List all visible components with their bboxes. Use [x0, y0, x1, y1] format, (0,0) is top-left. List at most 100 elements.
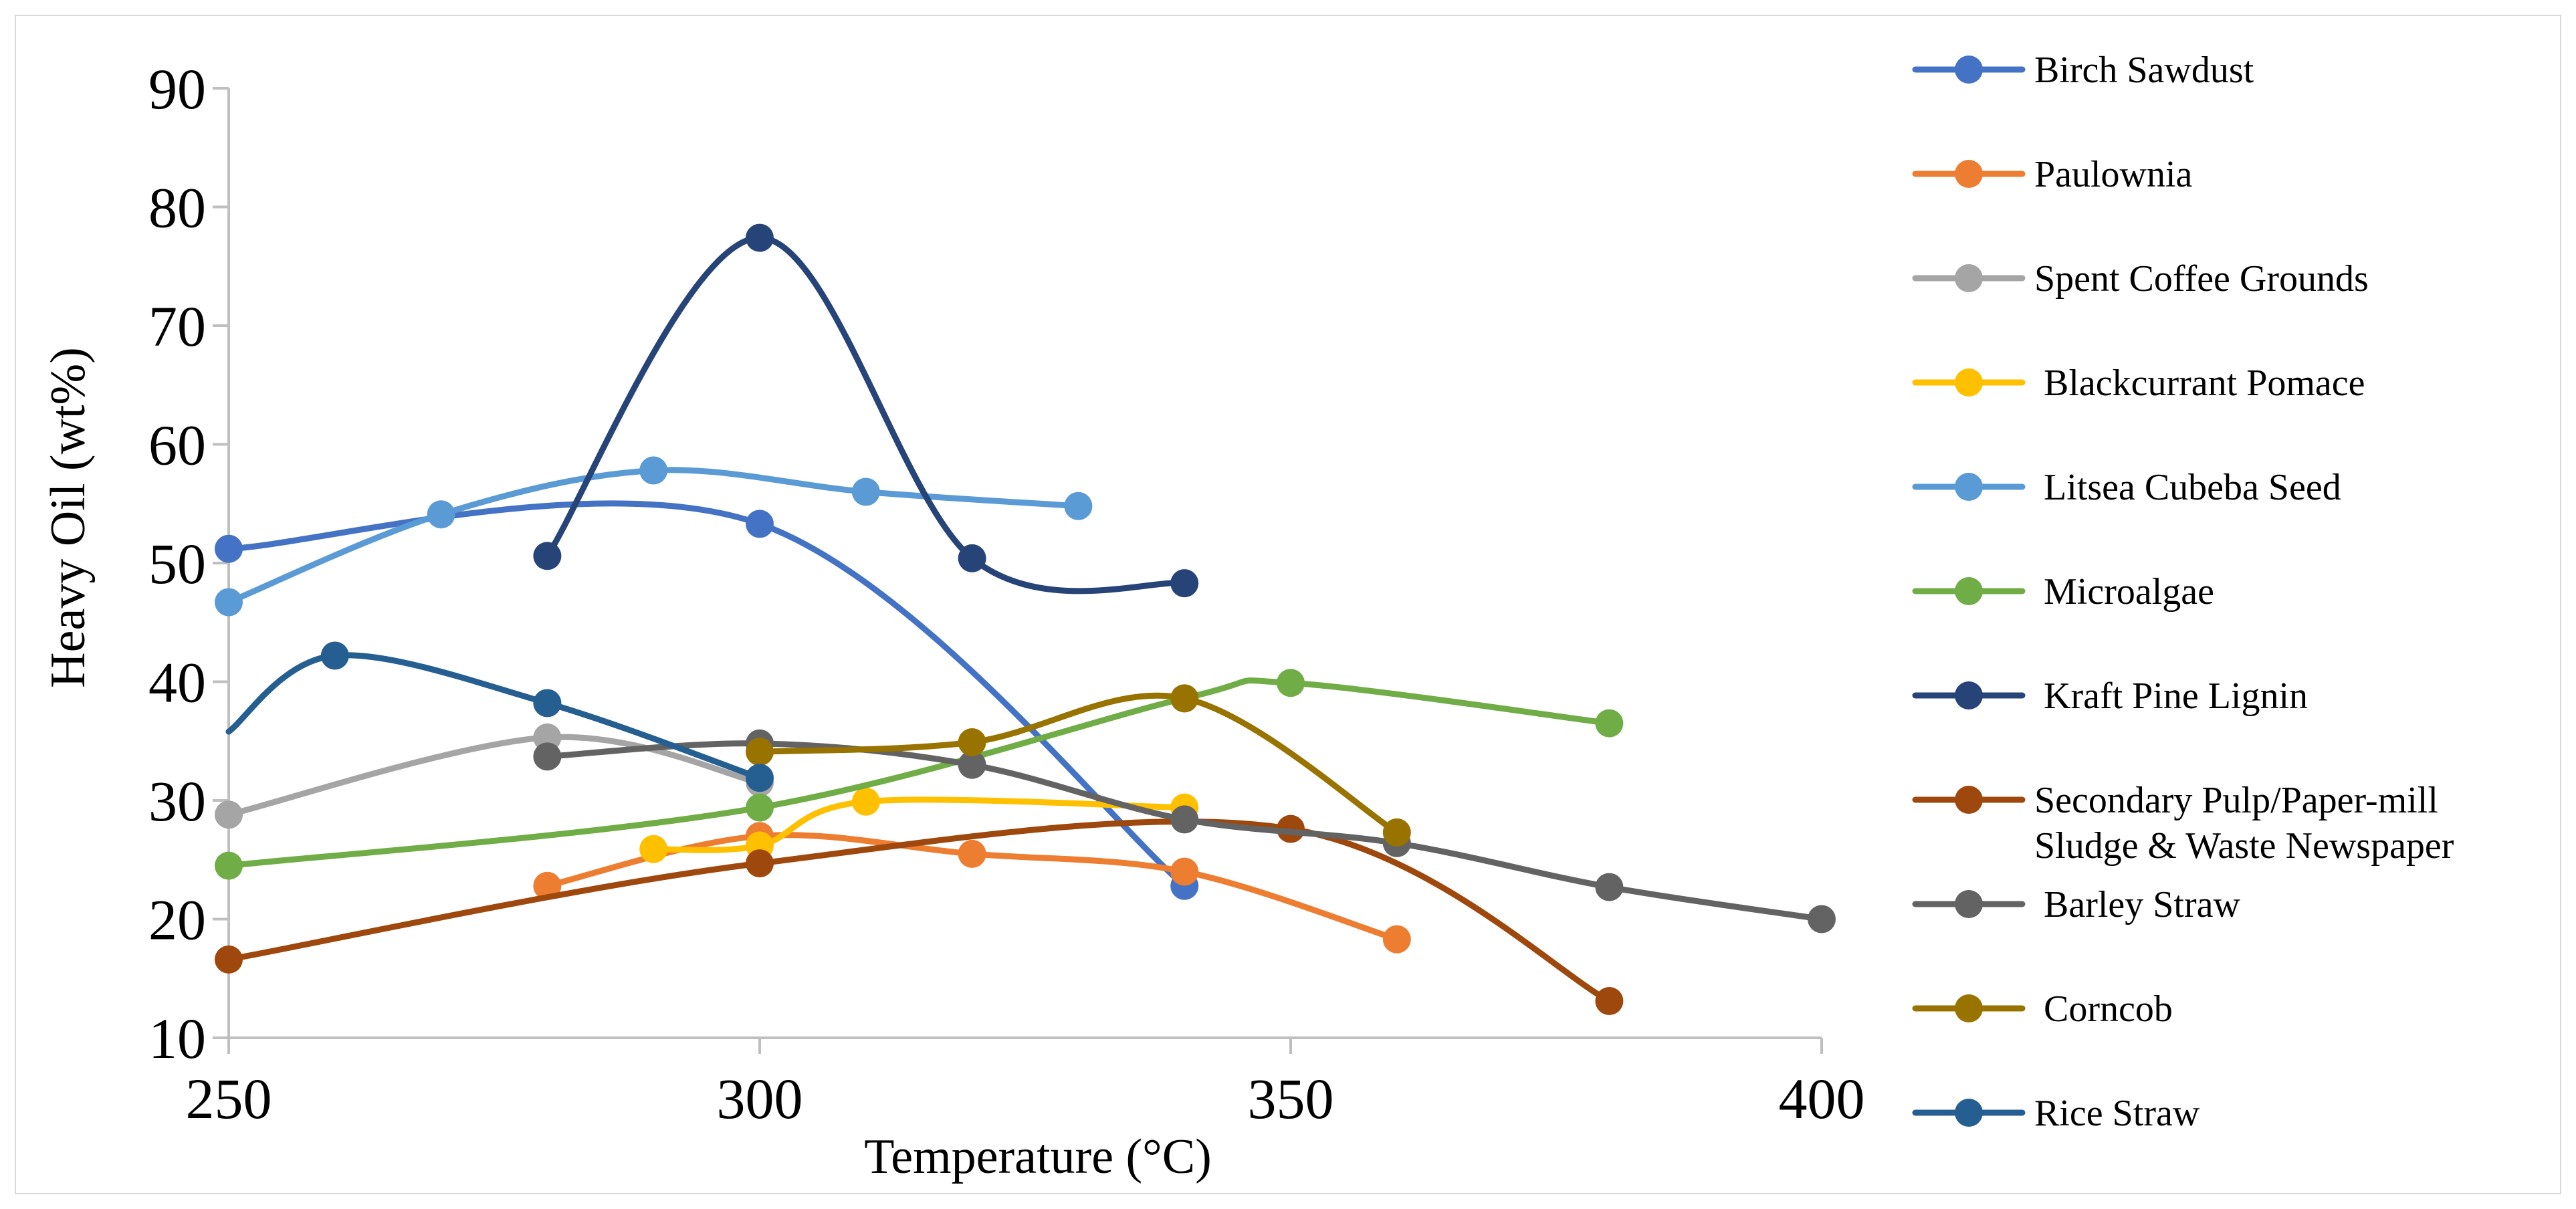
x-axis-title: Temperature (°C)	[864, 1129, 1212, 1184]
series-barley-straw	[533, 729, 1836, 933]
data-point	[1277, 814, 1305, 843]
chart-frame: 10 20 30 40 50 60 70 80 90 250 300 350 400 Birch Saw…	[15, 15, 2561, 1194]
data-point	[958, 728, 986, 757]
series-line	[225, 652, 763, 781]
data-point	[958, 839, 986, 868]
data-point	[215, 534, 243, 563]
legend-label: Corncob	[2034, 988, 2173, 1030]
series-line	[650, 796, 1188, 853]
data-point	[533, 742, 562, 771]
legend-entry-paulownia: Paulownia	[1912, 154, 2193, 195]
series-birch-sawdust	[215, 500, 1199, 900]
y-tick-label: 50	[148, 532, 206, 596]
data-point	[320, 641, 349, 670]
data-point	[746, 764, 774, 792]
y-tick-label: 60	[148, 413, 206, 477]
data-point	[1382, 925, 1411, 954]
legend-marker	[1955, 160, 1983, 188]
legend-label: Rice Straw	[2034, 1093, 2200, 1134]
legend-label: Blackcurrant Pomace	[2034, 362, 2365, 404]
series-litsea-cubeba-seed	[215, 456, 1093, 617]
data-point	[215, 945, 243, 974]
y-tick-label: 20	[148, 888, 206, 952]
legend-entry-litsea-cubeba-seed: Litsea Cubeba Seed	[1912, 467, 2341, 508]
legend-label: Microalgae	[2034, 571, 2214, 613]
legend-label: Barley Straw	[2034, 884, 2240, 925]
series-layer	[215, 223, 1836, 1015]
data-point	[746, 223, 774, 252]
legend-marker	[1955, 473, 1983, 501]
legend-marker	[1955, 368, 1983, 397]
data-point	[851, 787, 880, 816]
y-tick-label: 40	[148, 651, 206, 715]
data-point	[215, 851, 243, 880]
legend-entry-microalgae: Microalgae	[1912, 571, 2214, 613]
legend-marker	[1955, 890, 1983, 918]
legend-marker	[1955, 577, 1983, 605]
data-point	[533, 689, 562, 718]
data-point	[1170, 569, 1199, 598]
data-point	[958, 544, 986, 572]
legend-marker	[1955, 264, 1983, 292]
y-tick-label: 70	[148, 294, 206, 358]
data-point	[533, 542, 562, 570]
data-point	[1382, 818, 1411, 847]
legend-entry-kraft-pine-lignin: Kraft Pine Lignin	[1912, 675, 2308, 717]
legend-layer: Birch Sawdust Paulownia Spent Coffee Groun…	[1912, 49, 2454, 1134]
series-line	[225, 818, 1612, 1004]
legend-marker	[1955, 994, 1983, 1022]
data-point	[1170, 684, 1199, 713]
data-point	[958, 750, 986, 779]
legend-marker	[1955, 681, 1983, 709]
legend-label: Birch Sawdust	[2034, 49, 2254, 91]
data-point	[215, 588, 243, 617]
legend-marker	[1955, 786, 1983, 814]
series-corncob	[746, 684, 1411, 847]
axes-layer: 10 20 30 40 50 60 70 80 90 250 300 350 400	[148, 57, 1865, 1131]
data-point	[1170, 805, 1199, 834]
legend-marker	[1955, 56, 1983, 84]
data-point	[746, 793, 774, 822]
data-point	[427, 500, 455, 529]
x-tick-label: 300	[717, 1067, 803, 1131]
legend-entry-rice-straw: Rice Straw	[1912, 1093, 2200, 1134]
y-axis-title: Heavy Oil (wt%)	[41, 347, 96, 688]
data-point	[1277, 669, 1305, 697]
legend-label: Spent Coffee Grounds	[2034, 258, 2369, 300]
series-line	[756, 692, 1400, 836]
data-point	[1064, 491, 1093, 520]
x-tick-label: 350	[1248, 1067, 1334, 1131]
legend-entry-barley-straw: Barley Straw	[1912, 884, 2240, 925]
y-tick-label: 30	[148, 769, 206, 833]
legend-label: Kraft Pine Lignin	[2034, 675, 2308, 717]
legend-label: Paulownia	[2034, 154, 2193, 195]
legend-entry-spent-coffee-grounds: Spent Coffee Grounds	[1912, 258, 2369, 300]
x-tick-label: 250	[186, 1067, 272, 1131]
legend-label-line: Secondary Pulp/Paper-mill	[2034, 780, 2438, 821]
data-point	[1808, 905, 1836, 933]
data-point	[851, 477, 880, 506]
data-point	[746, 849, 774, 878]
y-tick-label: 90	[148, 57, 206, 121]
legend-entry-secondary-pulp-paper-mill-sludge-waste-newspaper: Secondary Pulp/Paper-mill Sludge & Waste …	[1912, 780, 2454, 867]
data-point	[215, 800, 243, 829]
legend-entry-birch-sawdust: Birch Sawdust	[1912, 49, 2254, 91]
data-point	[1595, 986, 1624, 1015]
legend-label: Secondary Pulp/Paper-mill Sludge & Waste …	[2034, 780, 2454, 867]
data-point	[639, 456, 668, 485]
data-point	[746, 738, 774, 766]
series-secondary-pulp-paper-mill-sludge-waste-newspaper	[215, 814, 1624, 1015]
series-line	[225, 677, 1612, 869]
y-tick-label: 80	[148, 176, 206, 240]
data-point	[1170, 857, 1199, 886]
series-line	[544, 235, 1188, 594]
legend-entry-corncob: Corncob	[1912, 988, 2173, 1030]
series-kraft-pine-lignin	[533, 223, 1199, 598]
legend-marker	[1955, 1099, 1983, 1127]
x-tick-label: 400	[1779, 1067, 1865, 1131]
legend-label: Litsea Cubeba Seed	[2034, 467, 2341, 508]
legend-entry-blackcurrant-pomace: Blackcurrant Pomace	[1912, 362, 2365, 404]
data-point	[1595, 873, 1624, 901]
y-tick-label: 10	[148, 1006, 206, 1071]
chart-svg: 10 20 30 40 50 60 70 80 90 250 300 350 400 Birch Saw…	[41, 49, 2454, 1184]
